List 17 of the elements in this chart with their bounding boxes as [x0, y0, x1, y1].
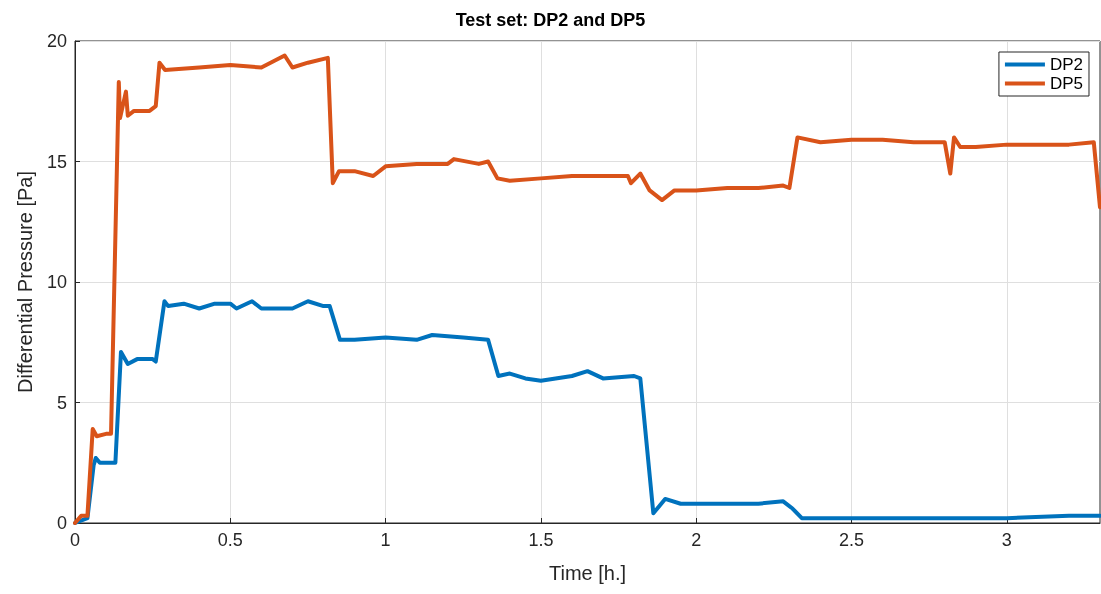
y-tick-label: 10: [46, 272, 67, 292]
chart-title: Test set: DP2 and DP5: [455, 10, 646, 30]
y-tick-label: 0: [56, 513, 67, 533]
y-tick-label: 15: [46, 151, 67, 172]
y-tick-label: 20: [46, 31, 67, 51]
x-tick-label: 2.5: [839, 530, 865, 550]
y-tick-label: 5: [56, 392, 67, 413]
x-tick-label: 3: [1001, 530, 1012, 550]
x-tick-label: 2: [691, 530, 702, 550]
x-tick-label: 0.5: [217, 530, 243, 550]
x-tick-label: 1: [380, 530, 391, 550]
y-axis-title: Differential Pressure [Pa]: [14, 171, 36, 393]
legend-label: DP5: [1049, 74, 1084, 93]
legend-label: DP2: [1049, 55, 1084, 74]
x-axis-title: Time [h.]: [548, 562, 627, 584]
x-tick-label: 0: [69, 530, 81, 550]
x-tick-label: 1.5: [528, 530, 554, 550]
